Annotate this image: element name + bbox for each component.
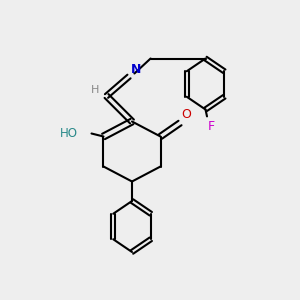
Text: O: O (182, 109, 191, 122)
Text: F: F (208, 120, 215, 133)
Text: H: H (91, 85, 99, 94)
Text: HO: HO (60, 127, 78, 140)
Text: N: N (130, 63, 141, 76)
